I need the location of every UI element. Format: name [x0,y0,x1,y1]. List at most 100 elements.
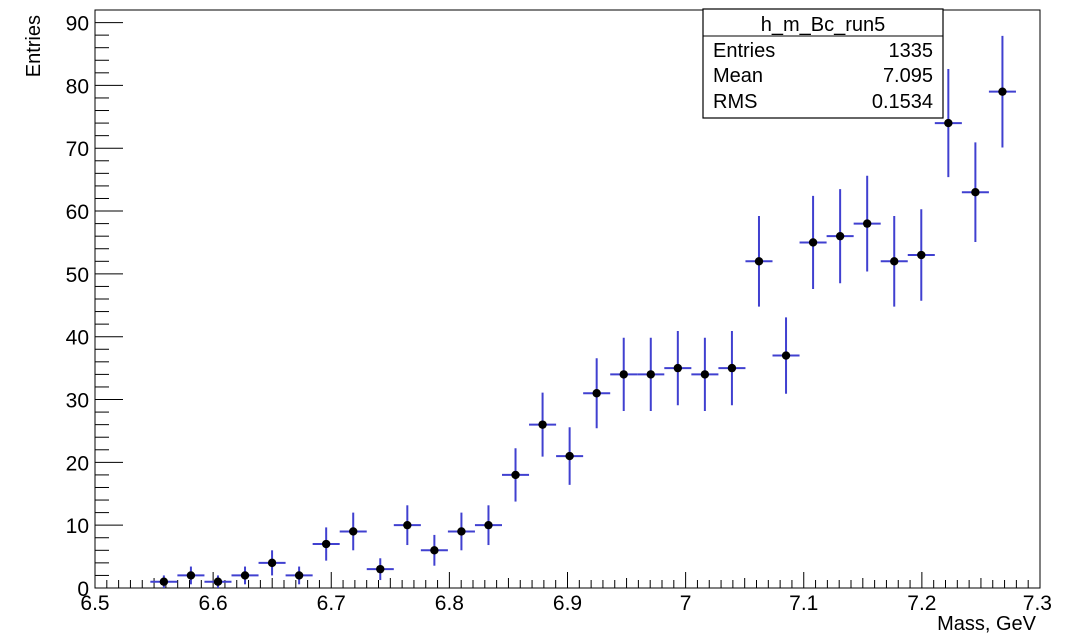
data-marker [592,389,601,398]
x-tick-label: 6.8 [435,592,464,615]
data-point [907,209,935,301]
data-point [366,558,394,581]
data-marker [186,571,196,580]
y-tick-label: 10 [66,515,89,538]
data-marker [511,470,520,480]
data-marker [673,363,683,373]
data-point [447,512,475,551]
y-tick-label: 70 [66,138,89,161]
data-marker [240,571,250,580]
x-tick-label: 6.9 [553,592,582,615]
stats-rms-label: RMS [713,91,757,113]
y-tick-label: 80 [66,75,89,98]
stats-entries-label: Entries [713,40,775,62]
data-marker [754,257,764,266]
data-marker [862,219,872,228]
data-point [691,337,719,412]
data-points [150,35,1016,588]
stats-rms-value: 0.1534 [872,91,933,113]
data-point [312,527,340,561]
data-marker [403,520,412,530]
data-marker [700,370,710,379]
data-point [853,175,881,272]
y-tick-label: 40 [66,327,89,350]
data-point [529,392,557,457]
data-point [204,575,232,588]
x-tick-label: 6.7 [317,592,346,615]
data-marker [349,527,358,536]
x-axis-tick-labels: 6.5 6.6 6.7 6.8 6.9 7 7.1 7.2 7.3 [80,592,1052,615]
data-point [718,330,746,406]
data-marker [998,87,1007,96]
data-marker [646,370,655,379]
data-point [934,69,962,178]
data-marker [808,238,818,247]
data-point [610,337,638,412]
data-point [150,575,178,588]
stats-box-frame [702,8,944,119]
data-marker [294,571,304,580]
y-axis-tick-labels: 0 10 20 30 40 50 60 70 80 90 [66,13,89,601]
data-point [177,566,205,585]
data-marker [267,558,277,568]
data-marker [727,363,737,373]
y-tick-label: 60 [66,201,89,224]
data-point [258,550,286,576]
data-point [583,358,611,429]
y-tick-label: 50 [66,264,89,287]
y-axis-ticks [95,9,123,589]
stats-mean-value: 7.095 [883,65,933,87]
data-marker [565,451,574,461]
data-point [420,534,448,566]
data-point [393,505,421,546]
y-tick-label: 90 [66,13,89,36]
stats-box: h_m_Bc_run5 Entries 1335 Mean 7.095 RMS … [702,8,944,119]
data-point [799,195,827,290]
x-tick-label: 7.3 [1023,592,1052,615]
data-point [772,317,800,394]
data-point [961,142,989,243]
data-point [880,215,908,307]
data-point [988,35,1016,148]
data-marker [213,577,223,586]
data-point [664,330,692,406]
data-point [826,189,854,284]
y-tick-label: 0 [77,578,89,601]
y-tick-label: 20 [66,452,89,475]
data-marker [457,527,466,536]
data-marker [538,420,547,429]
x-axis-ticks [94,572,1041,588]
data-marker [835,231,845,241]
x-axis-title: Mass, GeV [937,613,1037,635]
stats-box-title: h_m_Bc_run5 [761,14,886,36]
data-marker [944,118,953,128]
data-marker [890,257,899,266]
x-tick-label: 7.2 [907,592,936,615]
data-marker [971,187,980,197]
data-marker [619,370,628,379]
data-marker [321,539,331,549]
y-tick-label: 30 [66,390,89,413]
data-marker [484,520,493,530]
x-tick-label: 6.5 [80,592,109,615]
data-point [745,215,773,307]
data-marker [917,250,926,260]
x-tick-label: 6.6 [199,592,228,615]
data-point [474,505,502,546]
stats-entries-value: 1335 [889,40,934,62]
y-axis-title: Entries [23,15,45,77]
data-marker [430,546,439,555]
x-tick-label: 7 [680,592,692,615]
data-point [339,512,367,551]
data-point [556,427,584,485]
data-point [285,566,313,585]
data-marker [376,564,385,574]
stats-mean-label: Mean [713,65,763,87]
data-point [637,337,665,412]
x-tick-label: 7.1 [789,592,818,615]
data-point [231,566,259,585]
data-marker [159,577,169,586]
data-point [501,448,530,502]
data-marker [781,351,791,360]
